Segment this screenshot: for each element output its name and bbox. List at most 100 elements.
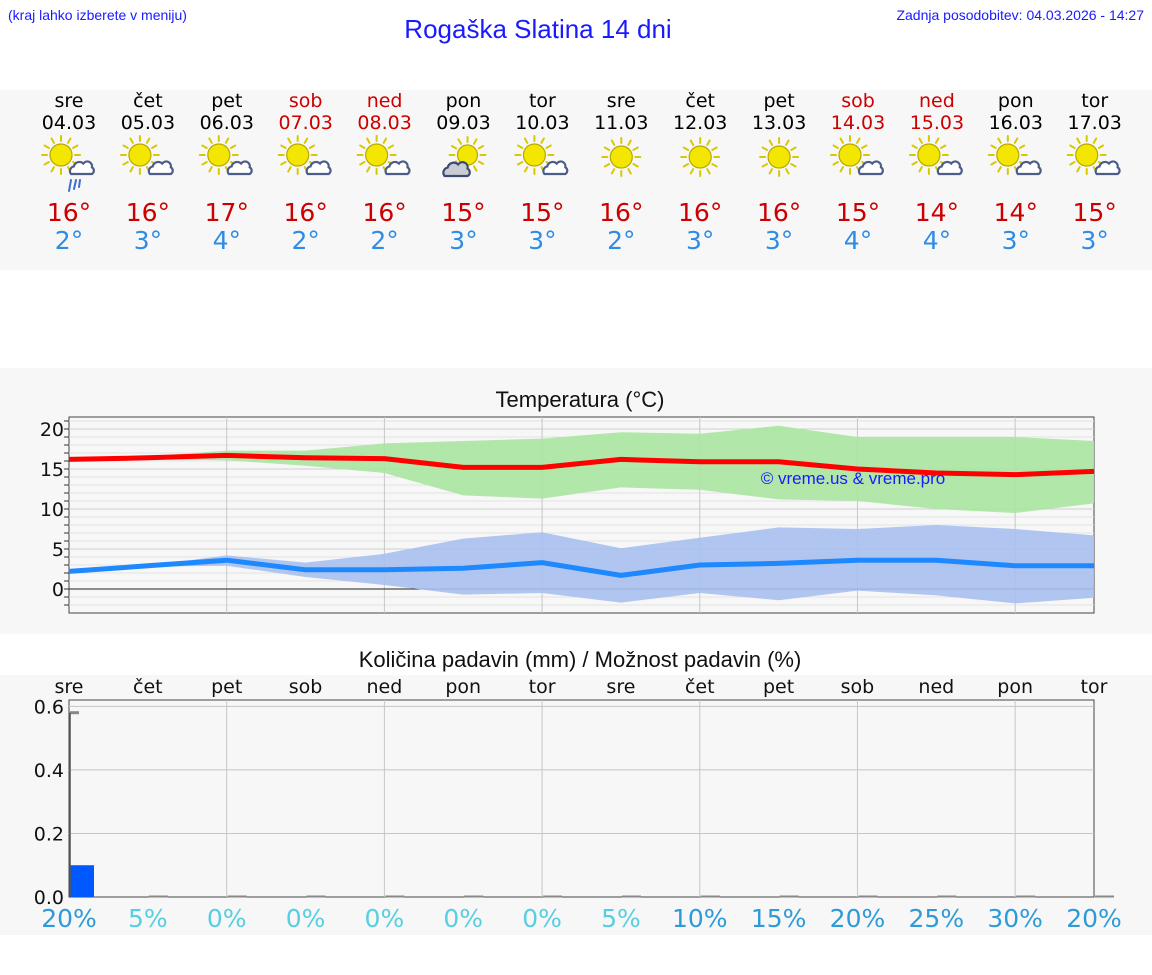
category-label: pon bbox=[997, 676, 1033, 698]
sun-cloud-icon bbox=[198, 135, 253, 176]
precipitation-probability: 0% bbox=[443, 904, 483, 933]
min-temperature: 2° bbox=[370, 226, 398, 255]
max-temperature: 15° bbox=[1073, 198, 1117, 227]
category-label: pon bbox=[445, 676, 481, 698]
max-temperature-line bbox=[68, 452, 1095, 478]
precipitation-chart-title: Količina padavin (mm) / Možnost padavin … bbox=[358, 647, 802, 672]
last-update: Zadnja posodobitev: 04.03.2026 - 14:27 bbox=[896, 7, 1144, 23]
category-label: čet bbox=[133, 676, 163, 698]
sun-icon bbox=[759, 137, 800, 177]
day-name: tor bbox=[529, 90, 556, 112]
category-label: sre bbox=[55, 676, 84, 698]
category-label: tor bbox=[1081, 676, 1108, 698]
category-label: pet bbox=[763, 676, 794, 698]
min-temperature: 3° bbox=[1002, 226, 1030, 255]
min-temperature: 4° bbox=[844, 226, 872, 255]
precipitation-probability: 20% bbox=[1066, 904, 1122, 933]
min-temperature: 3° bbox=[765, 226, 793, 255]
sun-cloud-icon bbox=[356, 135, 411, 176]
daily-forecast: sre04.0316°2°čet05.0316°3°pet06.0317°4°s… bbox=[41, 90, 1122, 255]
day-date: 12.03 bbox=[673, 112, 727, 134]
day-date: 07.03 bbox=[278, 112, 332, 134]
sun-cloud-icon bbox=[908, 135, 963, 176]
sun-cloud-icon bbox=[1066, 135, 1121, 176]
y-tick-label: 20 bbox=[40, 419, 64, 441]
sun-cloud-icon bbox=[987, 135, 1042, 176]
max-temperature: 15° bbox=[441, 198, 485, 227]
day-name: pon bbox=[446, 90, 482, 112]
cloudy-sun-icon bbox=[442, 136, 487, 178]
day-date: 14.03 bbox=[831, 112, 885, 134]
day-date: 16.03 bbox=[989, 112, 1043, 134]
max-temperature: 15° bbox=[836, 198, 880, 227]
day-date: 10.03 bbox=[515, 112, 569, 134]
max-temperature: 16° bbox=[47, 198, 91, 227]
day-name: ned bbox=[919, 90, 955, 112]
precipitation-probability: 0% bbox=[522, 904, 562, 933]
sun-icon bbox=[680, 137, 721, 177]
category-label: ned bbox=[366, 676, 402, 698]
category-label: čet bbox=[685, 676, 715, 698]
max-temperature: 15° bbox=[520, 198, 564, 227]
max-temperature: 16° bbox=[757, 198, 801, 227]
min-temperature: 2° bbox=[55, 226, 83, 255]
precipitation-probability: 0% bbox=[365, 904, 405, 933]
day-date: 13.03 bbox=[752, 112, 806, 134]
watermark: © vreme.us & vreme.pro bbox=[761, 469, 945, 488]
day-date: 06.03 bbox=[200, 112, 254, 134]
y-tick-label: 0.0 bbox=[34, 887, 64, 909]
category-label: pet bbox=[211, 676, 242, 698]
category-label: ned bbox=[918, 676, 954, 698]
min-temperature: 3° bbox=[1080, 226, 1108, 255]
sun-cloud-icon bbox=[277, 135, 332, 176]
location-hint: (kraj lahko izberete v meniju) bbox=[8, 7, 187, 23]
daily-forecast-panel bbox=[0, 90, 1152, 270]
day-name: sob bbox=[841, 90, 875, 112]
max-temperature: 16° bbox=[126, 198, 170, 227]
y-tick-label: 5 bbox=[52, 539, 64, 561]
max-temperature: 16° bbox=[599, 198, 643, 227]
precipitation-probability: 30% bbox=[987, 904, 1043, 933]
day-name: čet bbox=[685, 90, 715, 112]
page-title: Rogaška Slatina 14 dni bbox=[404, 14, 672, 44]
day-name: sob bbox=[289, 90, 323, 112]
y-tick-label: 10 bbox=[40, 499, 64, 521]
sun-icon bbox=[601, 137, 642, 177]
day-date: 15.03 bbox=[910, 112, 964, 134]
max-temperature-band bbox=[69, 425, 1094, 513]
category-label: sre bbox=[606, 676, 635, 698]
min-temperature: 4° bbox=[923, 226, 951, 255]
y-tick-label: 0 bbox=[52, 579, 64, 601]
max-temperature: 14° bbox=[994, 198, 1038, 227]
day-name: pet bbox=[763, 90, 794, 112]
sun-cloud-icon bbox=[830, 135, 884, 176]
max-temperature: 16° bbox=[362, 198, 406, 227]
day-date: 09.03 bbox=[436, 112, 490, 134]
day-date: 11.03 bbox=[594, 112, 648, 134]
max-temperature: 17° bbox=[205, 198, 249, 227]
day-name: sre bbox=[55, 90, 84, 112]
category-label: sob bbox=[841, 676, 875, 698]
min-temperature: 4° bbox=[213, 226, 241, 255]
max-temperature: 16° bbox=[284, 198, 328, 227]
min-temperature-line bbox=[68, 557, 1094, 578]
precipitation-probability: 20% bbox=[41, 904, 97, 933]
precipitation-bar bbox=[70, 865, 94, 897]
precipitation-probability: 0% bbox=[207, 904, 247, 933]
day-name: pon bbox=[998, 90, 1034, 112]
day-name: ned bbox=[367, 90, 403, 112]
sun-cloud-icon bbox=[514, 135, 569, 176]
sun-cloud-icon bbox=[119, 135, 174, 176]
y-tick-label: 0.2 bbox=[34, 823, 64, 845]
min-temperature: 2° bbox=[291, 226, 319, 255]
y-tick-label: 0.6 bbox=[34, 696, 64, 718]
max-temperature: 14° bbox=[915, 198, 959, 227]
day-name: tor bbox=[1081, 90, 1108, 112]
day-name: pet bbox=[211, 90, 242, 112]
precipitation-probability: 10% bbox=[672, 904, 728, 933]
day-name: čet bbox=[133, 90, 163, 112]
day-date: 04.03 bbox=[42, 112, 96, 134]
precipitation-probability: 5% bbox=[128, 904, 168, 933]
category-label: sob bbox=[289, 676, 323, 698]
day-name: sre bbox=[607, 90, 636, 112]
